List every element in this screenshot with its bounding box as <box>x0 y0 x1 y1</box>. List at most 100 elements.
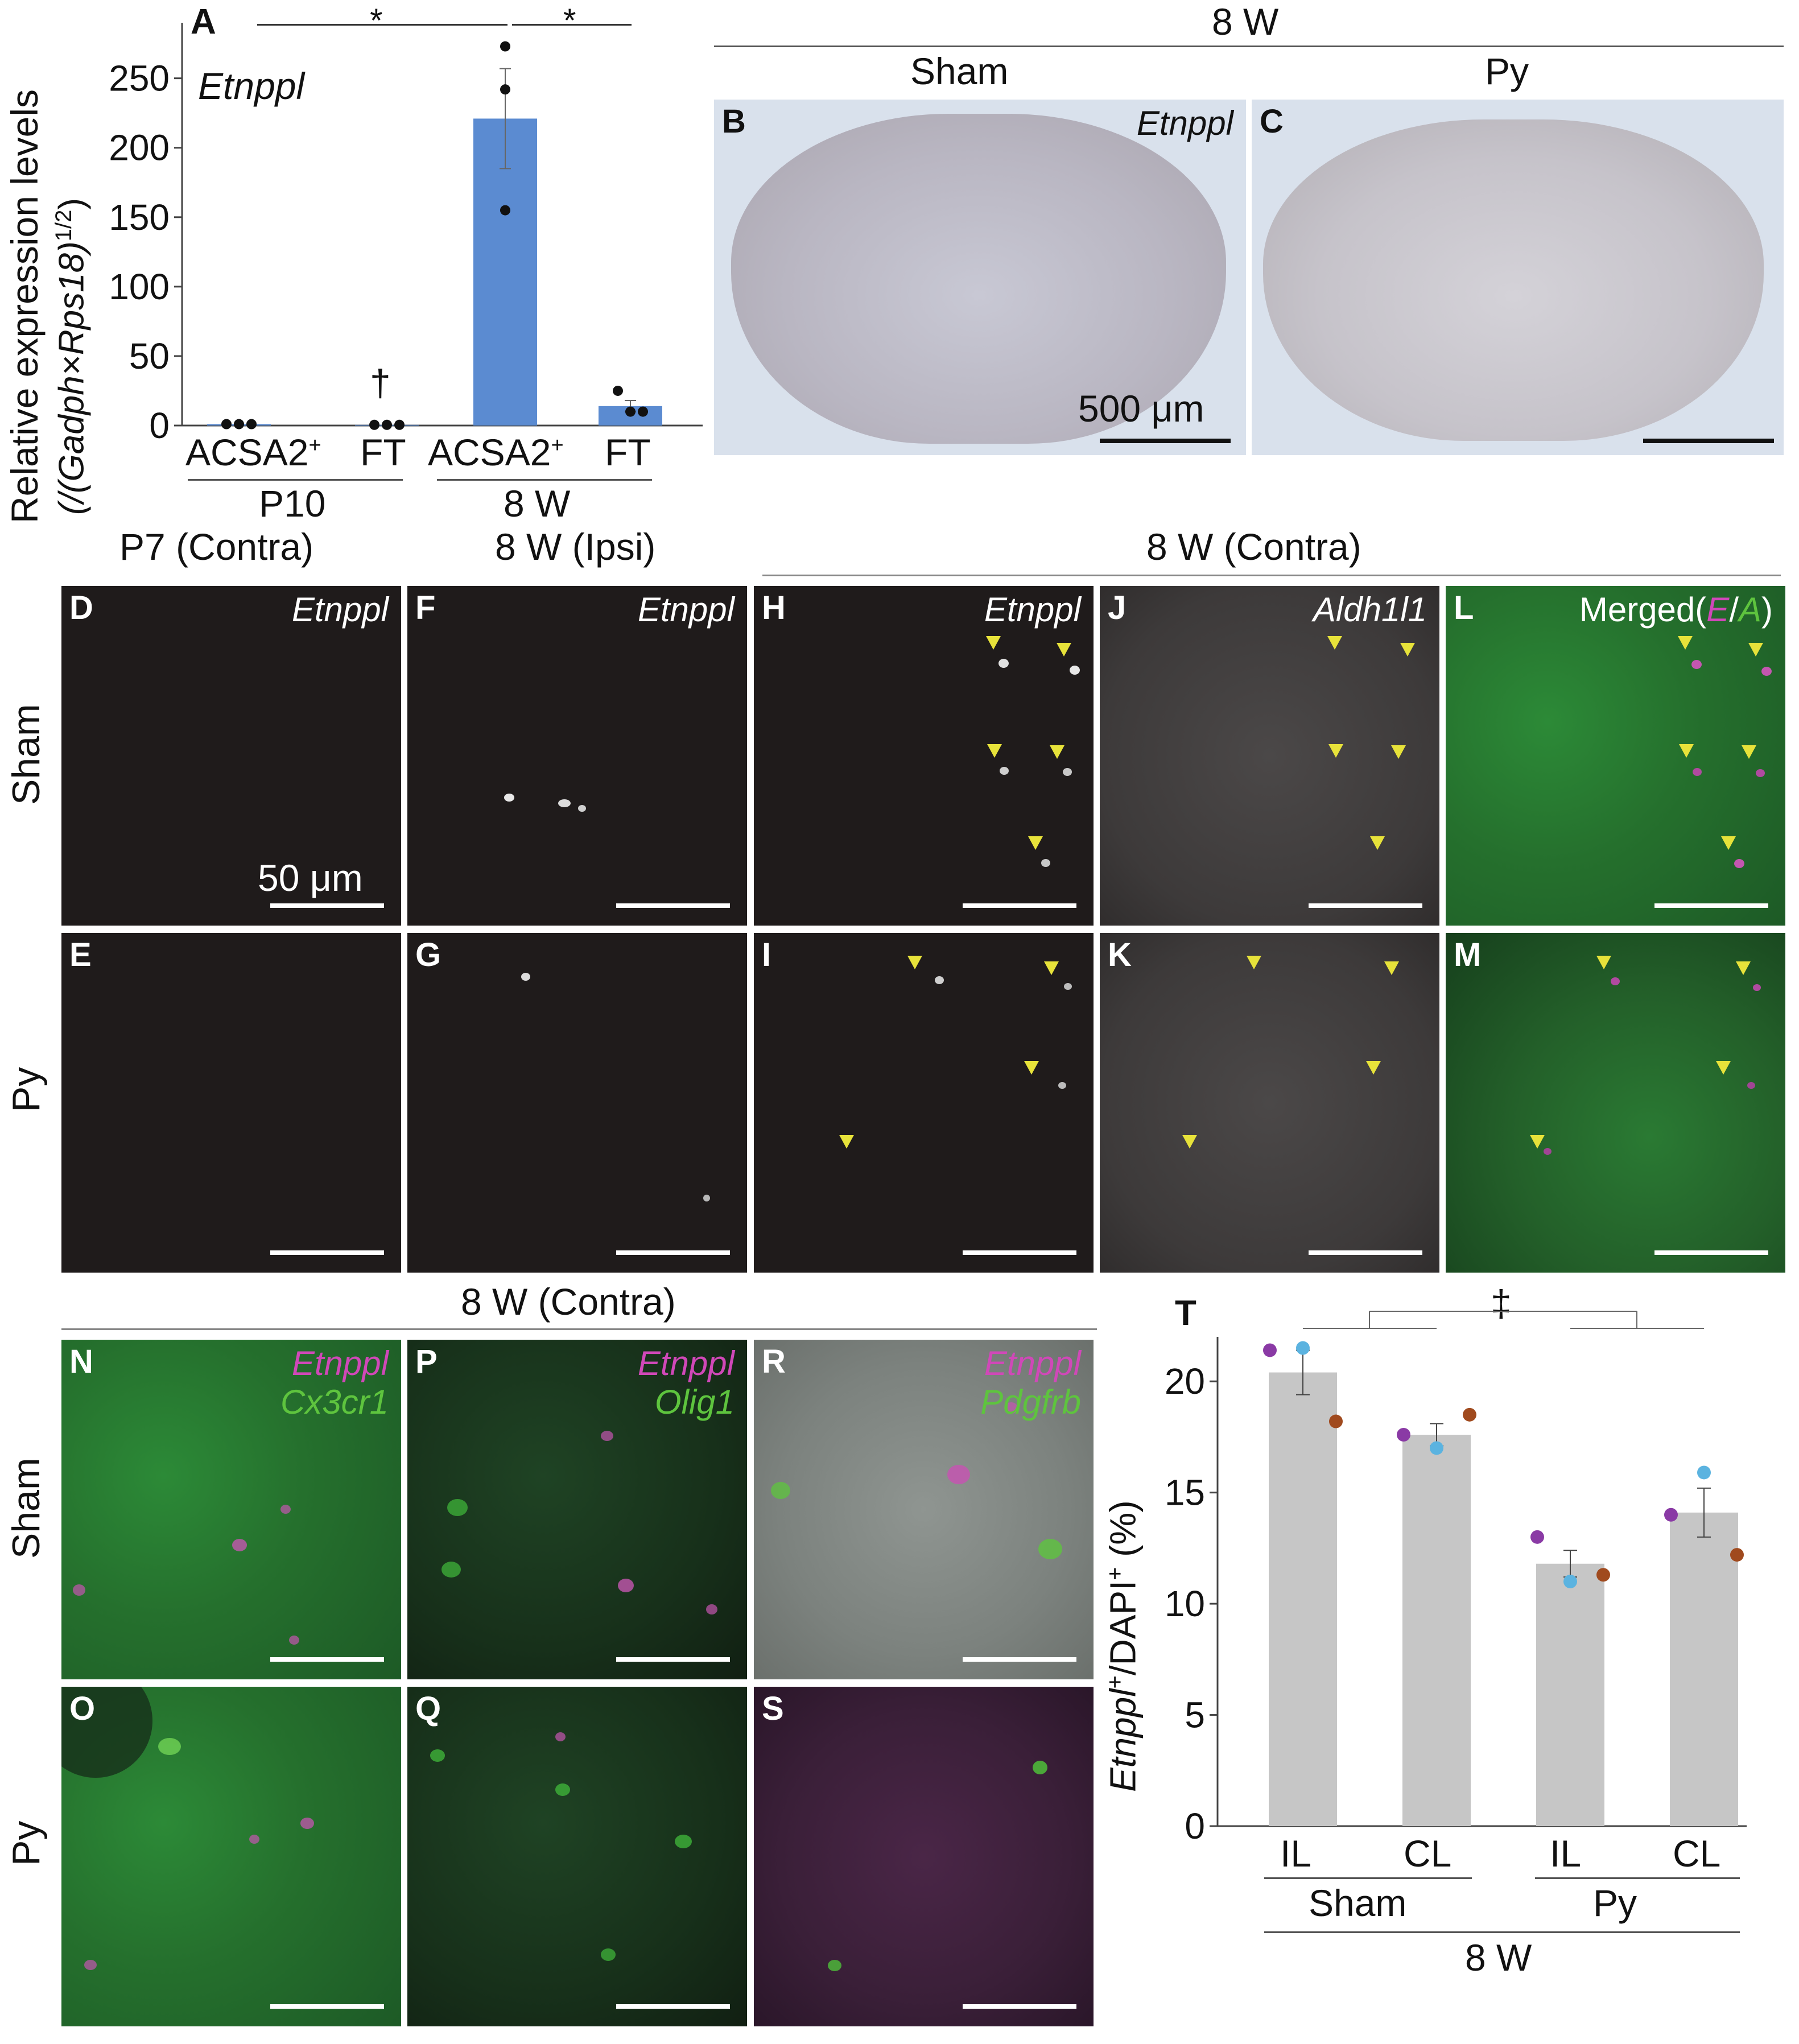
panel-a-bars <box>207 41 662 430</box>
a-dagger: † <box>370 362 391 404</box>
t-cat-2: CL <box>1404 1832 1452 1874</box>
a-datapoint <box>638 406 648 417</box>
arrowhead-marker <box>1247 956 1261 969</box>
bc-header-line <box>714 46 1784 47</box>
panel-p-gene-magenta: Etnppl <box>637 1344 735 1382</box>
signal-puncta <box>998 659 1009 668</box>
signal-puncta <box>1070 666 1080 675</box>
t-group-py: Py <box>1593 1882 1637 1924</box>
merged-puncta <box>1544 1148 1552 1155</box>
panel-c-scalebar <box>1643 439 1774 443</box>
bc-col-sham: Sham <box>910 50 1009 92</box>
panel-label-c: C <box>1260 103 1284 140</box>
a-datapoint <box>369 419 379 430</box>
merged-puncta <box>1691 660 1702 669</box>
panel-b-scalebar <box>1100 439 1231 443</box>
t-bar <box>1402 1435 1471 1826</box>
merged-puncta <box>280 1505 291 1514</box>
panel-r-scalebar <box>963 1657 1076 1662</box>
t-cat-3: IL <box>1550 1832 1582 1874</box>
a-y-tick-label: 50 <box>129 336 170 377</box>
t-y-tick-label: 15 <box>1165 1472 1205 1513</box>
t-group-line-py <box>1535 1877 1740 1879</box>
a-datapoint <box>221 419 232 430</box>
arrowhead-marker <box>986 636 1001 650</box>
merged-puncta <box>1753 984 1761 991</box>
panel-label-o: O <box>69 1690 96 1727</box>
a-cat-1-text: ACSA2 <box>185 431 309 473</box>
panel-d: D Etnppl 50 μm <box>61 586 401 926</box>
a-sig-line-1 <box>257 24 507 26</box>
arrowhead-marker <box>1327 636 1342 650</box>
bc-col-py: Py <box>1485 50 1529 92</box>
panel-o-scalebar <box>270 2004 384 2009</box>
panel-label-r: R <box>762 1343 786 1380</box>
t-group-line-sham <box>1264 1877 1472 1879</box>
a-cat-3-sup: + <box>551 433 564 457</box>
panel-l-merged-title: Merged(E/A) <box>1579 593 1773 627</box>
green-cell <box>828 1960 841 1971</box>
green-cell <box>555 1783 570 1796</box>
arrowhead-marker <box>1716 1061 1731 1075</box>
grid1-row-sham: Sham <box>5 704 48 805</box>
arrowhead-marker <box>1057 643 1071 656</box>
a-cat-4: FT <box>605 431 651 473</box>
green-cell <box>442 1562 461 1578</box>
magenta-cell <box>618 1579 634 1592</box>
panel-label-a: A <box>191 2 216 42</box>
t-sig-mark: ‡ <box>1491 1282 1512 1324</box>
panel-label-i: I <box>762 936 771 973</box>
panel-j: J Aldh1l1 <box>1100 586 1439 926</box>
panel-f-gene: Etnppl <box>637 591 735 629</box>
merged-puncta <box>249 1835 259 1844</box>
panel-e-scalebar <box>270 1250 384 1255</box>
merged-puncta <box>1756 769 1765 777</box>
panel-q-scalebar <box>616 2004 730 2009</box>
arrowhead-marker <box>1050 745 1064 759</box>
panel-n: N Etnppl Cx3cr1 <box>61 1340 401 1679</box>
panel-h: H Etnppl <box>754 586 1094 926</box>
magenta-cell <box>1004 1402 1018 1414</box>
t-bottom-line <box>1264 1931 1740 1933</box>
panel-i-scalebar <box>963 1250 1076 1255</box>
arrowhead-marker <box>1028 836 1043 850</box>
a-bar <box>473 118 537 426</box>
grid1-row-py: Py <box>5 1067 48 1112</box>
signal-puncta <box>578 805 586 812</box>
merged-prefix: Merged( <box>1579 591 1707 629</box>
arrowhead-marker <box>1182 1135 1197 1149</box>
t-cat-4: CL <box>1673 1832 1721 1874</box>
t-datapoint <box>1329 1414 1343 1428</box>
panel-k: K <box>1100 933 1439 1273</box>
panel-o: O <box>61 1687 401 2026</box>
panel-s: S <box>754 1687 1094 2026</box>
green-cell <box>771 1482 790 1499</box>
a-y-tick-label: 0 <box>149 405 170 446</box>
panel-h-scalebar <box>963 903 1076 908</box>
t-y-tick-label: 10 <box>1165 1583 1205 1624</box>
panel-k-scalebar <box>1309 1250 1422 1255</box>
panel-r: R Etnppl Pdgfrb <box>754 1340 1094 1679</box>
panel-p: P Etnppl Olig1 <box>407 1340 747 1679</box>
a-cat-3-text: ACSA2 <box>428 431 551 473</box>
t-datapoint <box>1730 1548 1744 1562</box>
panel-label-q: Q <box>415 1690 442 1727</box>
panel-b: B Etnppl 500 μm <box>714 100 1246 455</box>
arrowhead-marker <box>1736 961 1751 975</box>
panel-label-m: M <box>1454 936 1482 973</box>
t-y-tick-label: 20 <box>1165 1361 1205 1402</box>
signal-puncta <box>558 799 571 807</box>
panel-label-h: H <box>762 589 786 626</box>
merged-puncta <box>1747 1082 1755 1089</box>
panel-label-f: F <box>415 589 436 626</box>
green-cell <box>675 1835 692 1848</box>
grid1-contra-line <box>762 575 1781 576</box>
magenta-cell <box>601 1431 613 1441</box>
green-cell <box>158 1738 181 1755</box>
panel-n-gene-magenta: Etnppl <box>291 1344 389 1382</box>
panel-m: M <box>1446 933 1785 1273</box>
t-bar <box>1670 1512 1738 1826</box>
grid1-hdr-p7: P7 (Contra) <box>119 526 314 568</box>
t-datapoint <box>1263 1343 1277 1357</box>
spinal-section-sham <box>731 114 1226 444</box>
